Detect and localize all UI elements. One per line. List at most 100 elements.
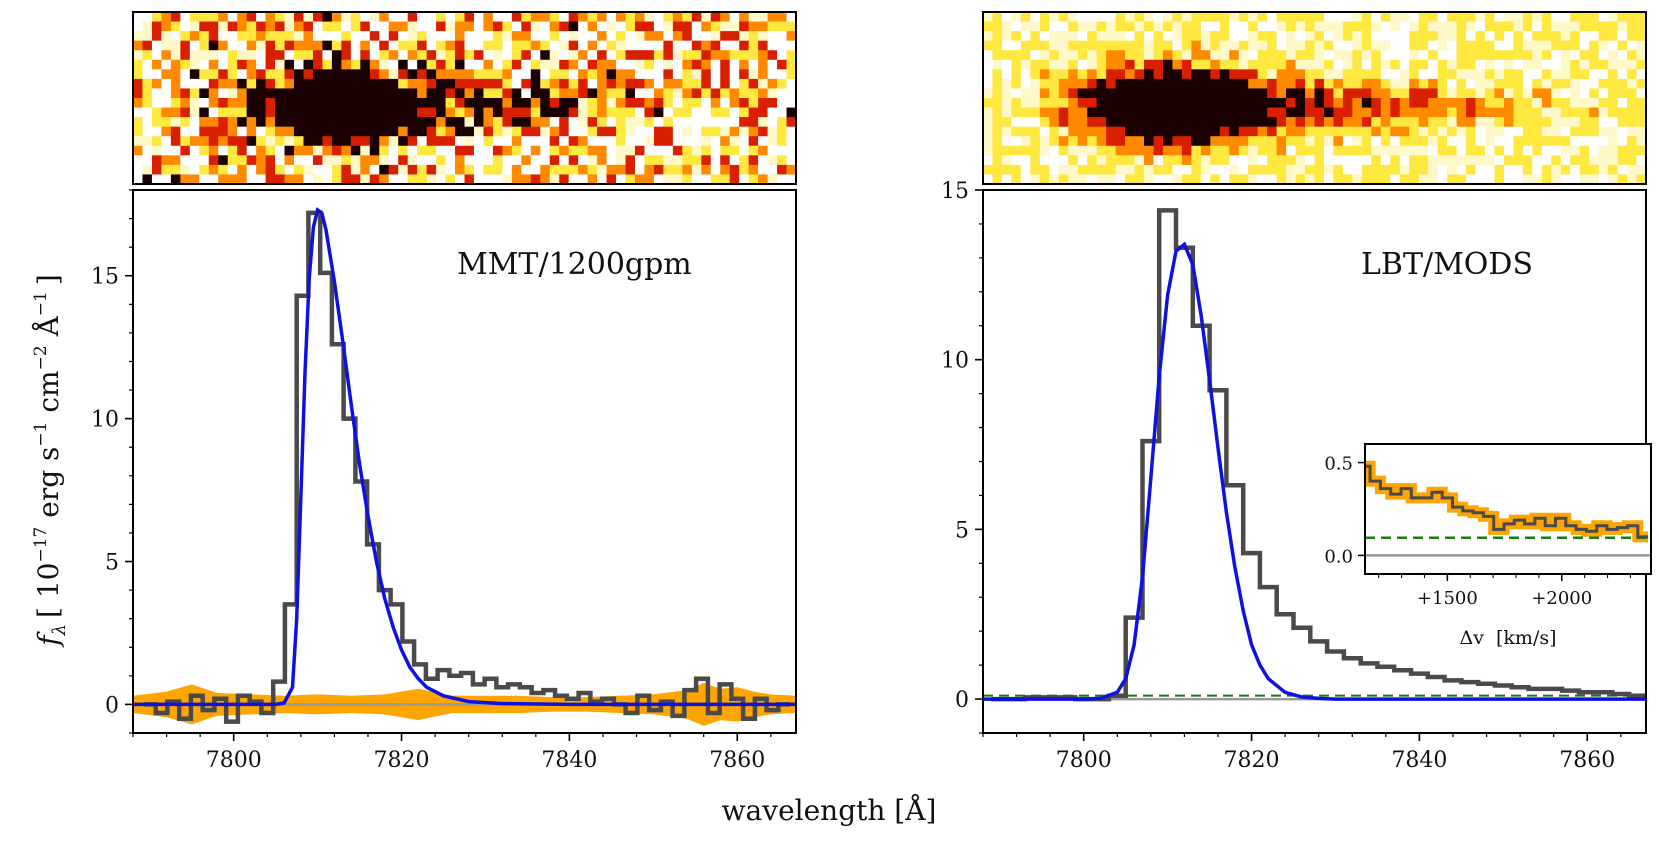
image-pixel [341,50,352,61]
image-pixel [549,12,560,23]
image-pixel [284,59,295,70]
image-pixel [748,155,759,166]
image-pixel [473,155,484,166]
image-pixel [208,31,219,42]
image-pixel [606,155,617,166]
image-pixel [1589,174,1600,184]
image-pixel [265,117,276,128]
image-pixel [1608,21,1619,32]
left-y-tick-label: 0 [105,693,119,718]
image-pixel [559,164,570,175]
image-pixel [312,155,323,166]
image-pixel [511,145,522,156]
image-pixel [777,174,788,184]
image-pixel [1200,78,1211,89]
image-pixel [246,40,257,51]
image-pixel [1570,164,1581,175]
image-pixel [1617,107,1628,118]
image-pixel [1323,78,1334,89]
image-pixel [1030,145,1041,156]
image-pixel [246,69,257,80]
image-pixel [1144,107,1154,118]
image-pixel [691,155,702,166]
image-pixel [417,145,428,156]
image-pixel [1513,145,1524,156]
image-pixel [597,174,608,184]
image-pixel [417,117,428,128]
image-pixel [1333,40,1344,51]
image-pixel [1484,21,1495,32]
image-pixel [1466,174,1477,184]
image-pixel [1200,174,1211,184]
image-pixel [180,155,191,166]
image-pixel [1077,88,1088,99]
image-pixel [568,155,579,166]
image-pixel [1210,69,1221,80]
image-pixel [483,78,494,89]
image-pixel [644,12,655,23]
image-pixel [1627,117,1638,128]
image-pixel [1323,155,1334,166]
image-pixel [597,145,608,156]
image-pixel [331,31,342,42]
image-pixel [1409,59,1420,70]
image-pixel [1627,174,1638,184]
image-pixel [1399,12,1410,23]
image-pixel [1305,69,1315,80]
image-pixel [161,50,172,61]
image-pixel [1068,145,1079,156]
image-pixel [710,40,721,51]
image-pixel [549,155,560,166]
image-pixel [161,174,172,184]
image-pixel [540,78,551,89]
image-pixel [748,40,759,51]
image-pixel [284,174,295,184]
image-pixel [1484,155,1495,166]
image-pixel [983,155,993,166]
image-pixel [1503,107,1514,118]
image-pixel [616,40,627,51]
image-pixel [265,78,276,89]
image-pixel [1248,88,1259,99]
image-pixel [208,164,219,175]
image-pixel [445,164,456,175]
image-pixel [208,78,219,89]
image-pixel [729,78,740,89]
image-pixel [625,59,636,70]
image-pixel [1001,78,1012,89]
image-pixel [341,126,352,137]
image-pixel [1049,21,1060,32]
image-pixel [407,145,418,156]
image-pixel [407,155,418,166]
image-pixel [208,88,219,99]
image-pixel [417,155,428,166]
image-pixel [1115,136,1126,147]
image-pixel [170,174,181,184]
image-pixel [1077,136,1088,147]
image-pixel [1011,69,1022,80]
image-pixel [1058,174,1069,184]
image-pixel [1560,12,1571,23]
image-pixel [455,107,465,118]
image-pixel [1295,50,1306,61]
image-pixel [331,155,342,166]
image-pixel [1361,50,1372,61]
image-pixel [616,126,627,137]
image-pixel [1134,12,1145,23]
image-pixel [758,136,769,147]
image-pixel [682,126,693,137]
image-pixel [1162,12,1173,23]
image-pixel [1608,50,1619,61]
image-pixel [1494,126,1505,137]
image-pixel [1409,107,1420,118]
image-pixel [1371,126,1382,137]
image-pixel [483,145,494,156]
image-pixel [720,174,731,184]
image-pixel [322,174,333,184]
image-pixel [1484,117,1495,128]
image-pixel [1144,174,1154,184]
image-pixel [180,88,191,99]
image-pixel [1229,78,1240,89]
